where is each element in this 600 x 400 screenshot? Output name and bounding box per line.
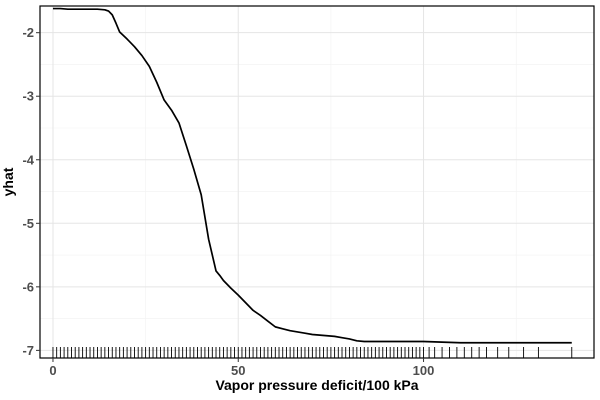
series-line [52,7,572,344]
y-tick-label: -4 [22,152,34,167]
y-tick-label: -6 [22,279,34,294]
y-axis: -7 -6 -5 -4 -3 -2 [22,25,40,358]
y-tick-label: -7 [22,343,34,358]
x-axis-title: Vapor pressure deficit/100 kPa [215,377,418,393]
rug [52,347,573,358]
y-tick-label: -5 [22,216,34,231]
y-tick-label: -2 [22,25,34,40]
series-line-group [52,7,572,344]
y-tick-label: -3 [22,89,34,104]
x-axis: 0 50 100 [49,358,434,378]
panel-border [39,5,595,359]
x-tick-label: 50 [231,363,245,378]
x-tick-label: 0 [49,363,56,378]
grid [40,6,594,358]
y-axis-title: yhat [0,167,16,196]
x-tick-label: 100 [413,363,435,378]
